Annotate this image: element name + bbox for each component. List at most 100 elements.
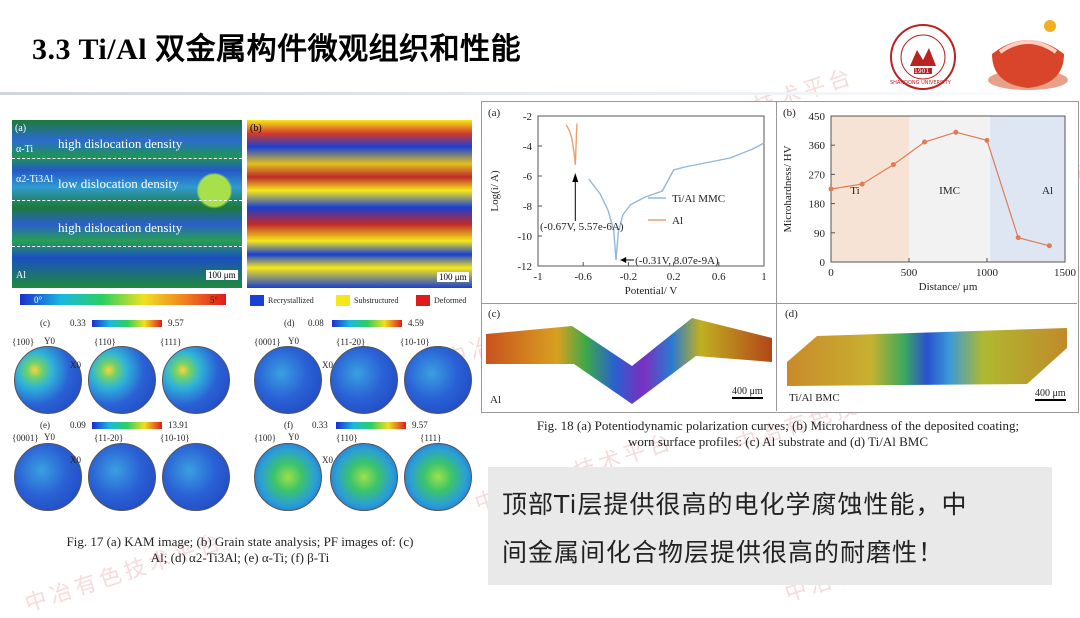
university-logo: 1901 SHANDONG UNIVERSITY bbox=[888, 22, 958, 92]
y-tick-label: 90 bbox=[814, 228, 826, 240]
y-tick-label: -10 bbox=[517, 231, 532, 243]
pole-label: {110} bbox=[94, 337, 116, 347]
worn-surface-al: (c) Al 400 μm bbox=[482, 304, 776, 410]
series-line-0 bbox=[588, 142, 765, 261]
y-tick-label: 180 bbox=[809, 199, 826, 211]
panel-label: (b) bbox=[250, 123, 262, 134]
panel-sublabel: Ti/Al BMC bbox=[789, 392, 840, 404]
fig17-grain-state-image: (b) 100 μm bbox=[247, 120, 472, 288]
y-tick-label: 360 bbox=[809, 140, 826, 152]
plot-frame bbox=[537, 115, 765, 267]
pf-max: 9.57 bbox=[168, 318, 184, 328]
fig18-caption-line1: Fig. 18 (a) Potentiodynamic polarization… bbox=[536, 418, 1020, 433]
x-tick-label: 1 bbox=[761, 271, 767, 283]
axis-y-label: Y0 bbox=[44, 432, 55, 442]
pole-label: {10-10} bbox=[160, 433, 190, 443]
pf-max: 4.59 bbox=[408, 318, 424, 328]
pole-label: {0001} bbox=[254, 337, 281, 347]
kam-colorbar bbox=[20, 294, 226, 305]
pf-colorbar bbox=[336, 422, 406, 429]
region-label: IMC bbox=[939, 185, 960, 197]
fig18-divider bbox=[776, 101, 777, 411]
panel-label: (b) bbox=[783, 107, 796, 119]
axis-y-label: Y0 bbox=[288, 336, 299, 346]
x-tick-label: 0.6 bbox=[712, 271, 726, 283]
annotation-label: (-0.31V, 8.07e-9A) bbox=[635, 255, 719, 267]
axis-y-label: Y0 bbox=[288, 432, 299, 442]
y-axis-label: Log(i/ A) bbox=[489, 170, 501, 212]
pole-figure bbox=[330, 443, 398, 511]
fig17-caption-line1: Fig. 17 (a) KAM image; (b) Grain state a… bbox=[66, 534, 414, 549]
pf-min: 0.33 bbox=[312, 420, 328, 430]
axis-x-label: X0 bbox=[70, 360, 81, 370]
pf-min: 0.33 bbox=[70, 318, 86, 328]
region-band-0 bbox=[831, 116, 909, 262]
colorbar-max: 5° bbox=[210, 295, 219, 305]
x-tick-label: -0.6 bbox=[574, 271, 592, 283]
annotation: high dislocation density bbox=[58, 136, 183, 151]
fig18-caption-line2: worn surface profiles: (c) Al substrate … bbox=[627, 434, 929, 449]
crucible-icon bbox=[980, 14, 1076, 96]
pole-figure bbox=[88, 346, 156, 414]
legend-swatch-recrystallized bbox=[250, 295, 264, 306]
pf-colorbar bbox=[92, 422, 162, 429]
x-tick-label: 0 bbox=[828, 267, 834, 279]
pf-max: 9.57 bbox=[412, 420, 428, 430]
pole-label: {0001} bbox=[12, 433, 39, 443]
colorbar-min: 0° bbox=[34, 295, 43, 305]
data-point bbox=[859, 181, 865, 187]
x-axis-label: Distance/ μm bbox=[919, 281, 978, 293]
data-point bbox=[890, 162, 896, 168]
pole-figure bbox=[330, 346, 398, 414]
x-tick-label: 0.2 bbox=[667, 271, 681, 283]
scale-bar: 100 μm bbox=[437, 272, 469, 282]
pf-max: 13.91 bbox=[168, 420, 189, 430]
pole-figure bbox=[162, 346, 230, 414]
phase-label: Al bbox=[16, 270, 26, 281]
pole-figure bbox=[254, 346, 322, 414]
x-tick-label: -0.2 bbox=[620, 271, 637, 283]
slide-title: 3.3 Ti/Al 双金属构件微观组织和性能 bbox=[32, 33, 522, 66]
pole-label: {10-10} bbox=[400, 337, 430, 347]
annotation: low dislocation density bbox=[58, 176, 179, 191]
legend-swatch-deformed bbox=[416, 295, 430, 306]
pole-label: {100} bbox=[254, 433, 277, 443]
data-point bbox=[828, 186, 834, 192]
y-tick-label: -2 bbox=[523, 111, 532, 123]
microhardness-chart: (b) 0 500 1000 1500 0 90 180 270 360 450 Distance/… bbox=[782, 107, 1077, 293]
scale-bar: 100 μm bbox=[206, 270, 238, 280]
pole-figure bbox=[254, 443, 322, 511]
region-label: Al bbox=[1042, 185, 1053, 197]
pole-figure bbox=[404, 443, 472, 511]
y-tick-label: 450 bbox=[809, 111, 826, 123]
legend-label: Al bbox=[672, 215, 683, 227]
grain-legend: Recrystallized Substructured Deformed bbox=[250, 295, 476, 307]
pole-label: {111} bbox=[160, 337, 182, 347]
panel-label: (f) bbox=[284, 420, 293, 430]
x-tick-label: -1 bbox=[533, 271, 542, 283]
callout-line2: 间金属间化合物层提供很高的耐磨性！ bbox=[502, 538, 945, 567]
axis-y-label: Y0 bbox=[44, 336, 55, 346]
pole-figure bbox=[14, 443, 82, 511]
pole-figure bbox=[404, 346, 472, 414]
panel-label: (d) bbox=[785, 308, 798, 320]
legend-label: Deformed bbox=[434, 296, 467, 305]
scale-bar: 400 μm bbox=[732, 386, 763, 399]
panel-label: (d) bbox=[284, 318, 295, 328]
logo-name: SHANDONG UNIVERSITY bbox=[890, 80, 951, 86]
series-line-1 bbox=[565, 123, 578, 165]
panel-sublabel: Al bbox=[490, 394, 501, 406]
conclusion-callout: 顶部Ti层提供很高的电化学腐蚀性能，中 间金属间化合物层提供很高的耐磨性！ bbox=[488, 467, 1052, 585]
legend-label: Ti/Al MMC bbox=[672, 193, 725, 205]
data-point bbox=[984, 137, 990, 143]
data-point bbox=[1015, 235, 1021, 241]
pole-figure bbox=[88, 443, 156, 511]
annotation-label: (-0.67V, 5.57e-6A) bbox=[540, 221, 624, 233]
annotation: high dislocation density bbox=[58, 220, 183, 235]
legend-label: Substructured bbox=[354, 296, 399, 305]
legend-label: Recrystallized bbox=[268, 296, 314, 305]
fig17-caption-line2: Al; (d) α2-Ti3Al; (e) α-Ti; (f) β-Ti bbox=[150, 550, 330, 565]
pf-colorbar bbox=[92, 320, 162, 327]
dashed-boundary bbox=[12, 246, 242, 247]
title-divider bbox=[0, 92, 1080, 95]
